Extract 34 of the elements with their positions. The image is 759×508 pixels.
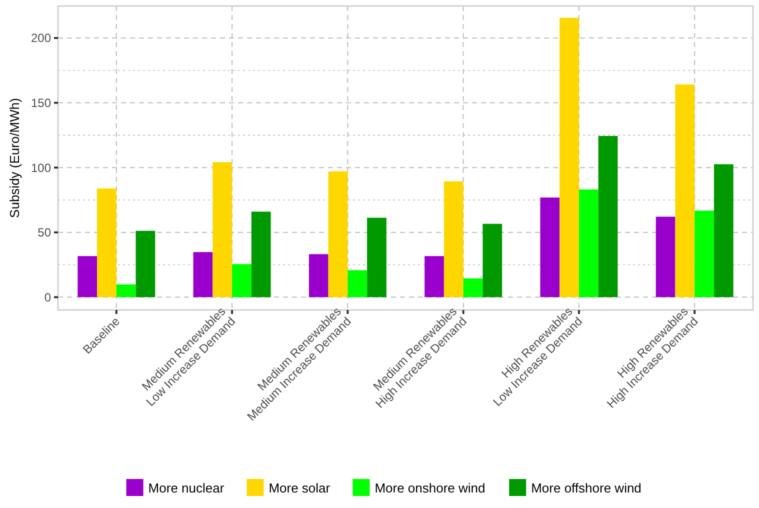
bar xyxy=(212,162,232,298)
legend-label: More onshore wind xyxy=(374,480,486,496)
bar xyxy=(675,84,695,298)
bar xyxy=(656,216,676,298)
bar xyxy=(560,18,579,298)
bar xyxy=(714,164,734,298)
bar xyxy=(482,224,502,298)
y-tick-label: 0 xyxy=(44,290,52,304)
bar xyxy=(540,198,560,298)
bar xyxy=(78,256,98,298)
y-tick-label: 150 xyxy=(30,96,52,110)
bar xyxy=(136,230,156,298)
bar xyxy=(463,278,483,298)
bar xyxy=(424,256,444,298)
y-tick-label: 200 xyxy=(30,31,52,46)
y-tick-label: 50 xyxy=(38,226,52,240)
legend-label: More solar xyxy=(268,480,331,496)
bar xyxy=(694,210,714,298)
bar xyxy=(116,284,136,298)
bar xyxy=(578,189,598,298)
bar xyxy=(232,264,252,298)
bar xyxy=(97,188,116,298)
bar xyxy=(367,218,386,298)
bar xyxy=(598,136,618,298)
bar xyxy=(251,212,271,298)
legend-label: More nuclear xyxy=(148,480,225,496)
bar xyxy=(348,270,368,298)
bar xyxy=(308,254,328,298)
bar xyxy=(328,171,348,298)
bar xyxy=(193,252,213,298)
bar xyxy=(444,181,464,298)
y-axis-title: Subsidy (Euro/MWh) xyxy=(7,98,22,218)
y-tick-label: 100 xyxy=(30,160,52,175)
legend-label: More offshore wind xyxy=(531,480,642,496)
